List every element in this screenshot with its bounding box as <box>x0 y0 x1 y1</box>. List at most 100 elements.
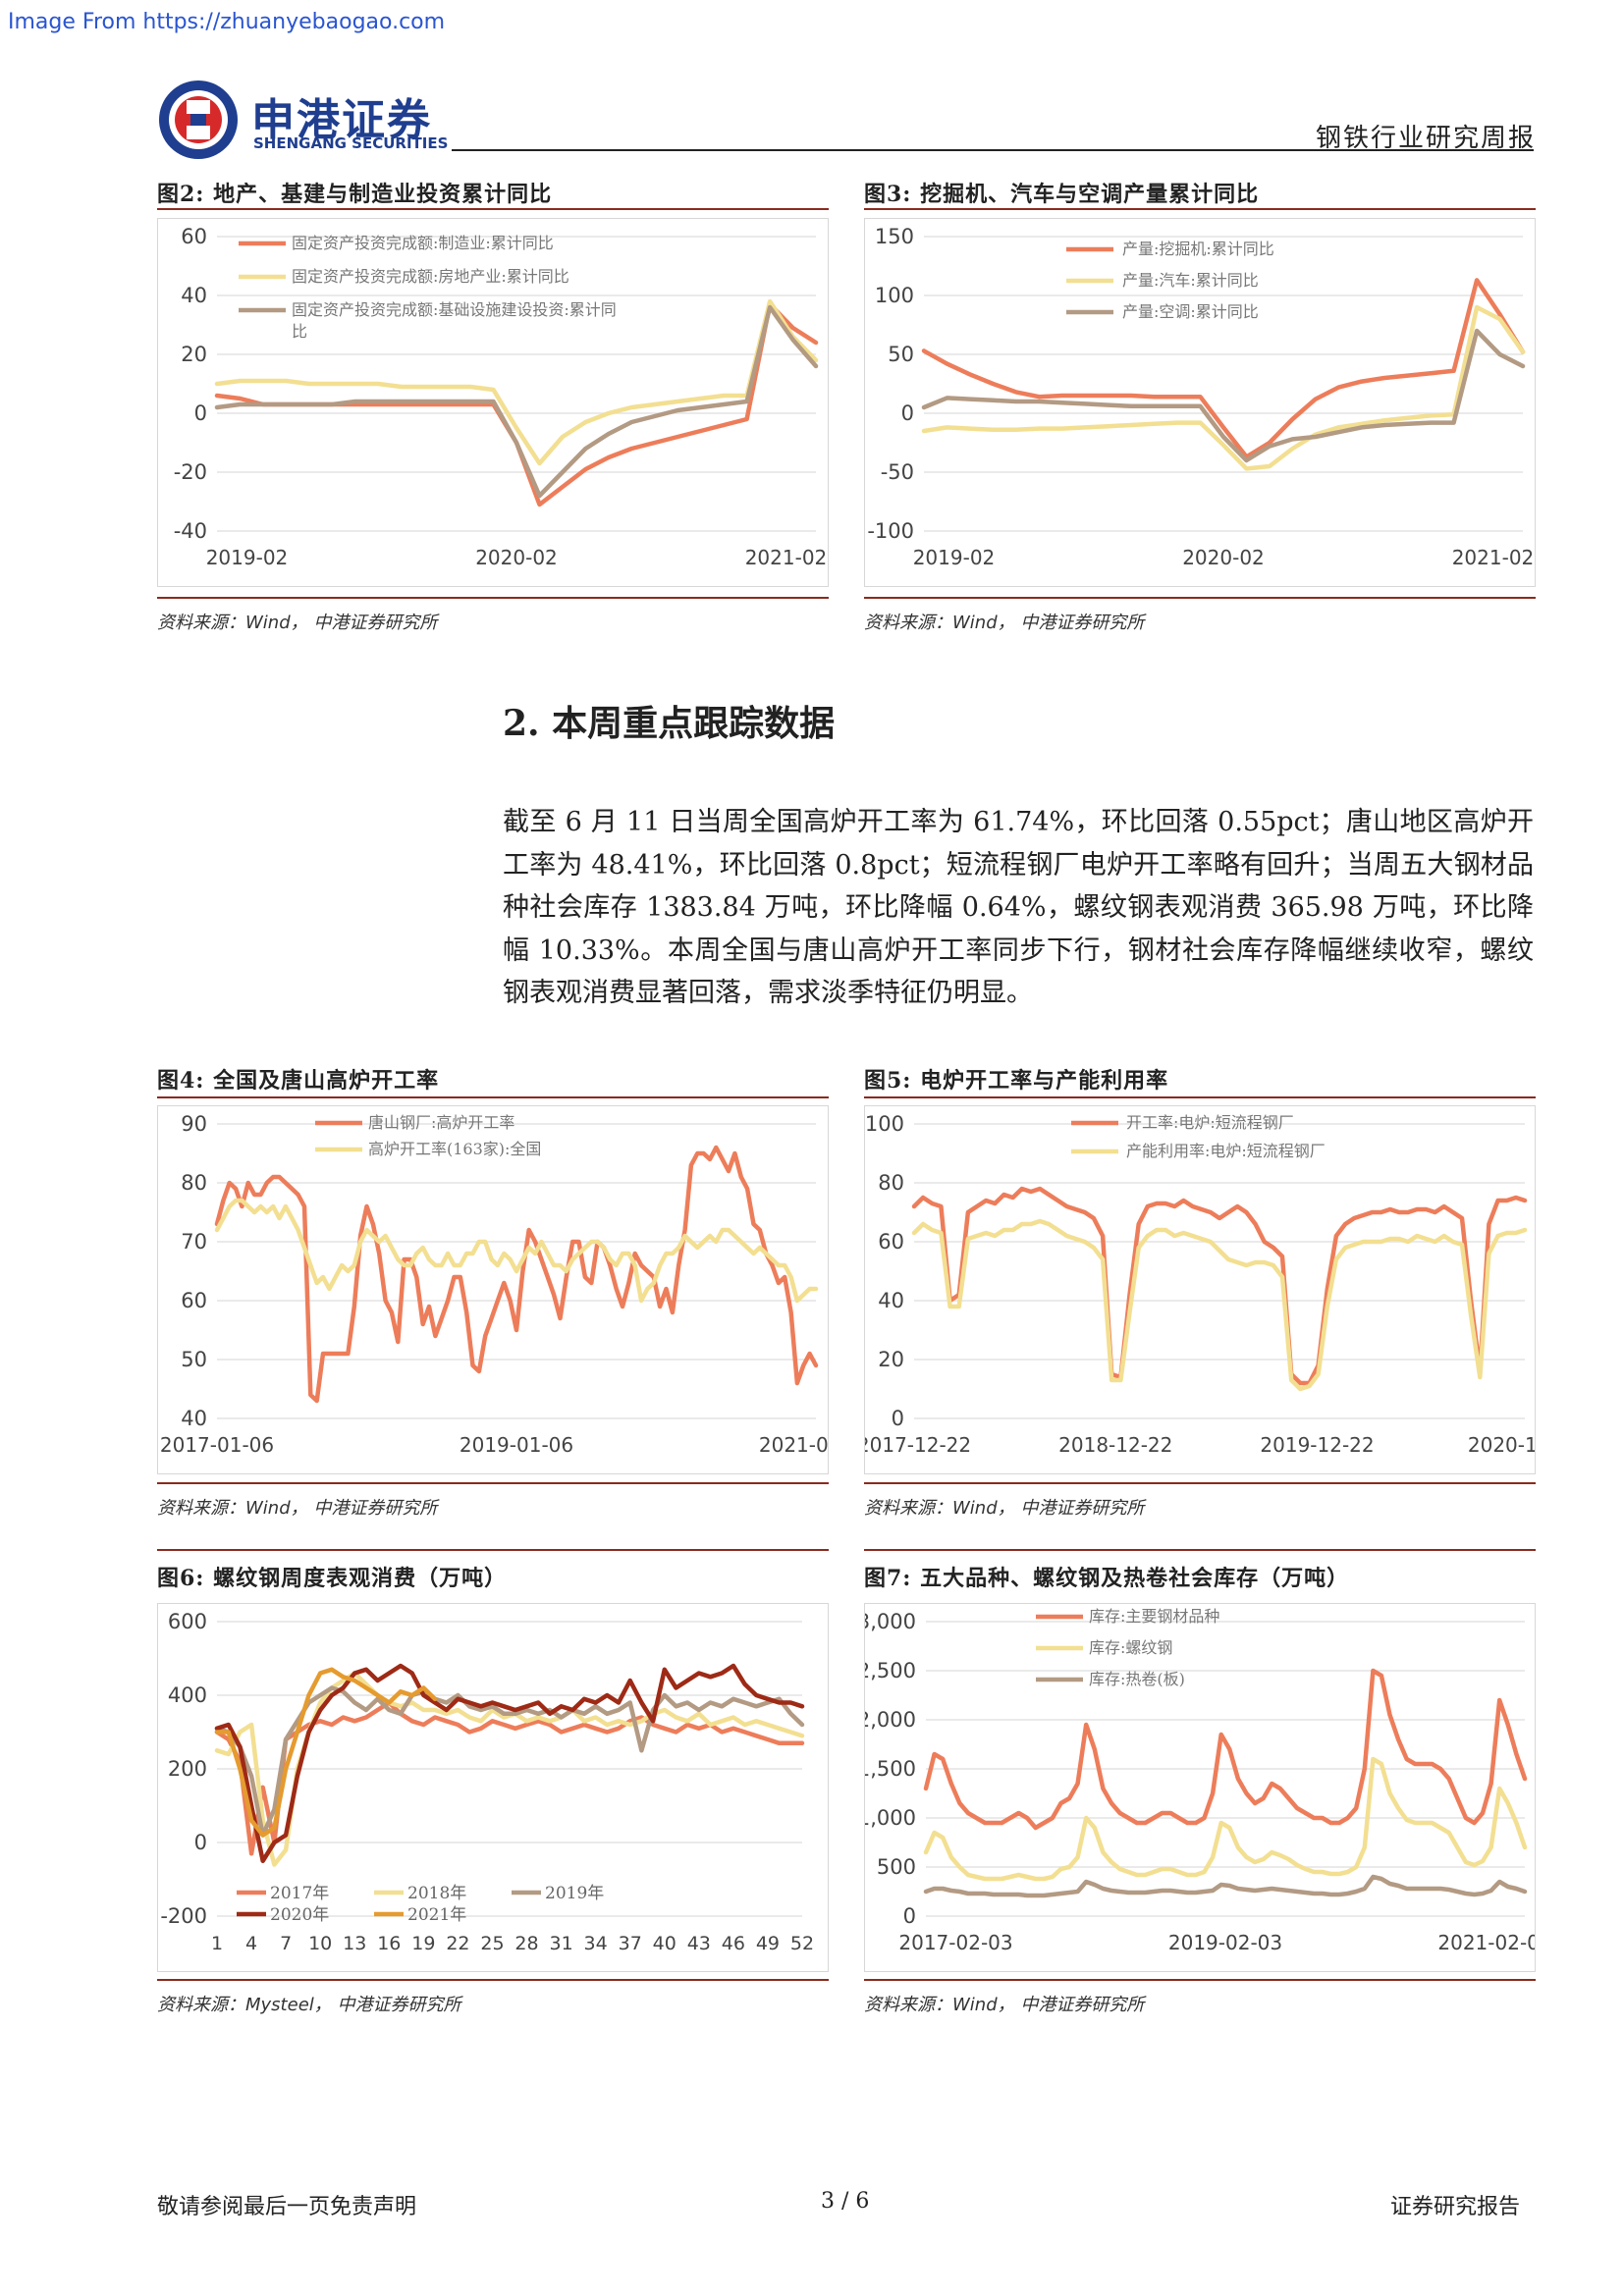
fig3-xtick-label: 2020-02 <box>1182 546 1265 569</box>
fig7-source: 资料来源：Wind， 中港证券研究所 <box>864 1995 1145 2015</box>
fig4-legend-label: 高炉开工率(163家):全国 <box>368 1140 541 1158</box>
fig5-legend-label: 开工率:电炉:短流程钢厂 <box>1126 1113 1294 1132</box>
fig5-xtick-label: 2017-12-22 <box>865 1433 971 1457</box>
fig3-source: 资料来源：Wind， 中港证券研究所 <box>864 613 1145 633</box>
fig6-series-4-line <box>214 1663 805 1864</box>
fig5-ytick-label: 0 <box>892 1407 904 1430</box>
fig3-series-3-line <box>921 328 1526 463</box>
fig4-ytick-label: 40 <box>181 1407 207 1430</box>
fig6-chart: 600 400 200 0 -200 1 4 7 10 13 16 19 22 25 28 31 34 37 40 4… <box>157 1603 829 1972</box>
fig6-xtick-label: 37 <box>619 1933 642 1954</box>
fig5-bottom-rule <box>864 1482 1536 1484</box>
fig7-legend-label: 库存:主要钢材品种 <box>1089 1607 1219 1626</box>
fig7-series-2-line <box>923 1756 1528 1882</box>
fig7-ytick-label: 1,500 <box>865 1757 916 1781</box>
fig6-xtick-label: 28 <box>514 1933 538 1954</box>
fig2-series-2-line <box>214 298 819 466</box>
fig6-xtick-label: 49 <box>756 1933 780 1954</box>
fig2-series-3-line <box>214 304 819 499</box>
fig7-series-3-line <box>923 1874 1528 1898</box>
fig3-ytick-label: 50 <box>888 343 914 366</box>
fig2-ytick-label: 0 <box>194 401 207 425</box>
header-rule <box>452 149 1534 151</box>
fig2-ytick-label: -20 <box>174 460 207 484</box>
fig6-source: 资料来源：Mysteel， 中港证券研究所 <box>157 1995 461 2015</box>
fig6-xtick-label: 7 <box>280 1933 292 1954</box>
fig3-ytick-label: -50 <box>881 460 914 484</box>
fig4-source: 资料来源：Wind， 中港证券研究所 <box>157 1498 438 1519</box>
fig6-xtick-label: 34 <box>584 1933 608 1954</box>
fig7-xtick-label: 2017-02-03 <box>898 1931 1012 1954</box>
fig4-title: 图4: 全国及唐山高炉开工率 <box>157 1068 440 1094</box>
fig6-series-5-line <box>214 1667 438 1838</box>
fig6-xtick-label: 31 <box>549 1933 572 1954</box>
fig6-ytick-label: -200 <box>160 1904 207 1928</box>
fig6-ytick-label: 400 <box>168 1683 207 1707</box>
fig5-series-1-line <box>911 1186 1528 1386</box>
fig7-ytick-label: 500 <box>877 1855 916 1879</box>
section-paragraph: 截至 6 月 11 日当周全国高炉开工率为 61.74%，环比回落 0.55pc… <box>503 807 1534 1008</box>
fig7-ytick-label: 2,000 <box>865 1708 916 1732</box>
fig5-top-rule <box>864 1096 1536 1098</box>
fig6-xtick-label: 43 <box>687 1933 711 1954</box>
fig4-chart: 90 80 70 60 50 40 2017-01-06 2019-01-06 2021-01-… <box>157 1105 829 1474</box>
watermark-text: Image From https://zhuanyebaogao.com <box>8 10 446 34</box>
fig6-legend-label: 2020年 <box>270 1905 329 1925</box>
fig7-xtick-label: 2021-02-03 <box>1437 1931 1535 1954</box>
fig3-xtick-label: 2019-02 <box>913 546 996 569</box>
fig6-legend-label: 2019年 <box>545 1884 604 1903</box>
fig4-xtick-label: 2017-01-06 <box>160 1433 274 1457</box>
fig2-ytick-label: 60 <box>181 225 207 248</box>
footer-page-number: 3 / 6 <box>821 2189 870 2214</box>
fig7-top-rule <box>864 1549 1536 1551</box>
fig5-ytick-label: 100 <box>865 1112 904 1136</box>
logo-icon <box>159 80 238 159</box>
fig3-chart: 150 100 50 0 -50 -100 2019-02 2020-02 2021-02 产量:… <box>864 218 1536 587</box>
fig7-title: 图7: 五大品种、螺纹钢及热卷社会库存（万吨） <box>864 1566 1350 1591</box>
fig6-xtick-label: 16 <box>377 1933 401 1954</box>
fig7-chart: 3,000 2,500 2,000 1,500 1,000 500 0 2017-02-03 2… <box>864 1603 1536 1972</box>
fig2-ytick-label: 40 <box>181 284 207 307</box>
fig7-ytick-label: 0 <box>903 1904 916 1928</box>
fig4-series-1-line <box>214 1145 819 1404</box>
footer-report-label: 证券研究报告 <box>1390 2195 1521 2219</box>
footer-disclaimer: 敬请参阅最后一页免责声明 <box>157 2195 417 2219</box>
fig6-xtick-label: 1 <box>211 1933 223 1954</box>
fig5-source: 资料来源：Wind， 中港证券研究所 <box>864 1498 1145 1519</box>
fig7-ytick-label: 2,500 <box>865 1659 916 1682</box>
fig4-xtick-label: 2019-01-06 <box>460 1433 573 1457</box>
fig5-xtick-label: 2020-12-22 <box>1468 1433 1535 1457</box>
fig4-ytick-label: 70 <box>181 1230 207 1254</box>
fig5-chart: 100 80 60 40 20 0 2017-12-22 2018-12-22 2019-12-… <box>864 1105 1536 1474</box>
fig4-xtick-label: 2021-01-06 <box>759 1433 828 1457</box>
fig3-series-1-line <box>921 278 1526 459</box>
fig6-ytick-label: 600 <box>168 1610 207 1633</box>
fig3-top-rule <box>864 208 1536 210</box>
fig4-ytick-label: 50 <box>181 1348 207 1371</box>
fig3-title: 图3: 挖掘机、汽车与空调产量累计同比 <box>864 182 1260 207</box>
company-logo <box>157 79 240 161</box>
company-name-cn: 申港证券 <box>251 95 432 145</box>
fig6-xtick-label: 4 <box>245 1933 257 1954</box>
fig6-ytick-label: 200 <box>168 1757 207 1781</box>
fig5-xtick-label: 2018-12-22 <box>1058 1433 1172 1457</box>
fig6-xtick-label: 22 <box>446 1933 469 1954</box>
fig5-xtick-label: 2019-12-22 <box>1260 1433 1374 1457</box>
fig3-legend-label: 产量:空调:累计同比 <box>1122 302 1259 321</box>
fig5-ytick-label: 40 <box>878 1289 904 1312</box>
fig3-ytick-label: 0 <box>901 401 914 425</box>
fig2-source: 资料来源：Wind， 中港证券研究所 <box>157 613 438 633</box>
fig4-legend-label: 唐山钢厂:高炉开工率 <box>368 1113 514 1132</box>
fig3-ytick-label: 150 <box>875 225 914 248</box>
fig6-bottom-rule <box>157 1979 829 1981</box>
report-type: 钢铁行业研究周报 <box>1316 124 1537 153</box>
fig6-top-rule <box>157 1549 829 1551</box>
fig3-bottom-rule <box>864 597 1536 599</box>
fig3-xtick-label: 2021-02 <box>1452 546 1535 569</box>
fig7-ytick-label: 3,000 <box>865 1610 916 1633</box>
fig6-legend-label: 2017年 <box>270 1884 329 1903</box>
fig5-ytick-label: 60 <box>878 1230 904 1254</box>
fig7-xtick-label: 2019-02-03 <box>1168 1931 1282 1954</box>
fig5-legend-label: 产能利用率:电炉:短流程钢厂 <box>1126 1142 1326 1160</box>
fig4-ytick-label: 80 <box>181 1171 207 1195</box>
